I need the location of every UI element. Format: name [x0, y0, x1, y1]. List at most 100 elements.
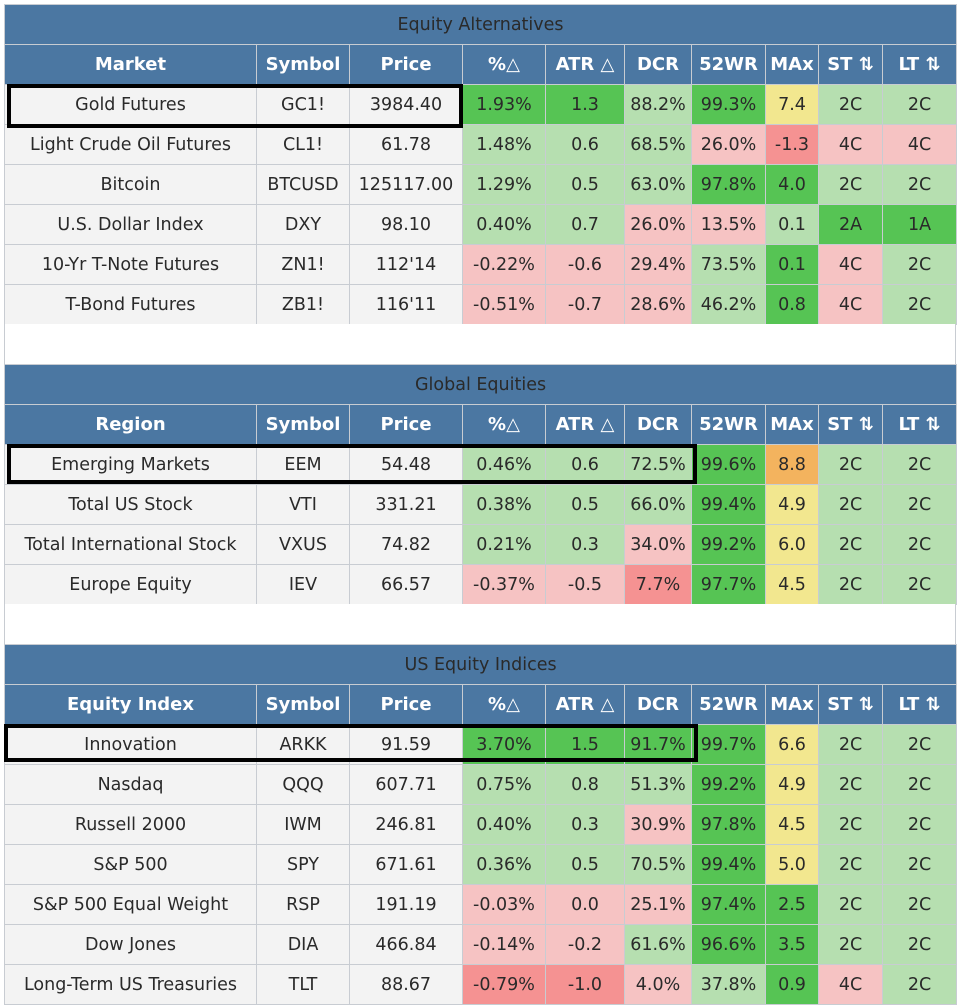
max-cell: 6.0: [765, 524, 819, 565]
table-row[interactable]: Nasdaq QQQ 607.71 0.75% 0.8 51.3% 99.2% 4.9 2C 2C: [4, 764, 957, 805]
column-header-row: Market Symbol Price %△ ATR △ DCR 52WR MA…: [4, 44, 957, 85]
symbol-cell: BTCUSD: [256, 164, 350, 205]
name-cell: Light Crude Oil Futures: [4, 124, 257, 165]
col-52wr[interactable]: 52WR: [691, 684, 766, 725]
col-market[interactable]: Market: [4, 44, 257, 85]
table-row[interactable]: Total US Stock VTI 331.21 0.38% 0.5 66.0% 99.4…: [4, 484, 957, 525]
col-st[interactable]: ST ⇅: [818, 404, 883, 445]
st-cell: 4C: [818, 124, 883, 165]
global-equities-section: Global Equities Region Symbol Price %△ A…: [3, 364, 957, 605]
dcr-cell: 91.7%: [624, 724, 692, 765]
column-header-row: Region Symbol Price %△ ATR △ DCR 52WR MA…: [4, 404, 957, 445]
col-52wr[interactable]: 52WR: [691, 404, 766, 445]
col-dcr[interactable]: DCR: [624, 684, 692, 725]
col-52wr[interactable]: 52WR: [691, 44, 766, 85]
section-title: Equity Alternatives: [4, 4, 957, 45]
col-price[interactable]: Price: [349, 684, 463, 725]
52wr-cell: 37.8%: [691, 964, 766, 1005]
price-cell: 61.78: [349, 124, 463, 165]
col-price[interactable]: Price: [349, 404, 463, 445]
col-region[interactable]: Region: [4, 404, 257, 445]
col-dcr[interactable]: DCR: [624, 44, 692, 85]
col-pct-change[interactable]: %△: [462, 684, 546, 725]
dcr-cell: 88.2%: [624, 84, 692, 125]
max-cell: 4.0: [765, 164, 819, 205]
equity-alternatives-section: Equity Alternatives Market Symbol Price …: [4, 4, 957, 325]
name-cell: Dow Jones: [4, 924, 257, 965]
col-atr-change[interactable]: ATR △: [545, 404, 625, 445]
symbol-cell: IEV: [256, 564, 350, 605]
table-row[interactable]: T-Bond Futures ZB1! 116'11 -0.51% -0.7 28.6% 4…: [4, 284, 957, 325]
atr-change-cell: -1.0: [545, 964, 625, 1005]
pct-change-cell: -0.03%: [462, 884, 546, 925]
52wr-cell: 26.0%: [691, 124, 766, 165]
table-row[interactable]: S&P 500 Equal Weight RSP 191.19 -0.03% 0.0 25…: [4, 884, 957, 925]
table-row[interactable]: Russell 2000 IWM 246.81 0.40% 0.3 30.9% 97.8% 4…: [4, 804, 957, 845]
col-atr-change[interactable]: ATR △: [545, 44, 625, 85]
col-max[interactable]: MAx: [765, 404, 819, 445]
col-equity-index[interactable]: Equity Index: [4, 684, 257, 725]
col-lt[interactable]: LT ⇅: [881, 404, 957, 445]
lt-cell: 2C: [881, 724, 957, 765]
dcr-cell: 4.0%: [624, 964, 692, 1005]
symbol-cell: RSP: [256, 884, 350, 925]
table-row[interactable]: Light Crude Oil Futures CL1! 61.78 1.48% 0.6…: [4, 124, 957, 165]
st-cell: 2C: [818, 84, 883, 125]
table-row[interactable]: Innovation ARKK 91.59 3.70% 1.5 91.7% 99.7% 6.6…: [4, 724, 957, 765]
lt-cell: 4C: [882, 124, 957, 165]
col-pct-change[interactable]: %△: [462, 404, 546, 445]
52wr-cell: 96.6%: [691, 924, 766, 965]
col-atr-change[interactable]: ATR △: [545, 684, 625, 725]
price-cell: 671.61: [349, 844, 463, 885]
symbol-cell: VXUS: [256, 524, 350, 565]
pct-change-cell: 3.70%: [462, 724, 546, 765]
col-st[interactable]: ST ⇅: [818, 684, 883, 725]
table-row[interactable]: S&P 500 SPY 671.61 0.36% 0.5 70.5% 99.4% 5.0 2C 2…: [4, 844, 957, 885]
table-row[interactable]: Long-Term US Treasuries TLT 88.67 -0.79% -1.…: [4, 964, 957, 1005]
table-row[interactable]: Bitcoin BTCUSD 125117.00 1.29% 0.5 63.0% 97.8%…: [4, 164, 957, 205]
col-max[interactable]: MAx: [765, 44, 819, 85]
col-max[interactable]: MAx: [765, 684, 819, 725]
atr-change-cell: 1.5: [545, 724, 625, 765]
pct-change-cell: -0.37%: [462, 564, 546, 605]
st-cell: 2C: [818, 524, 883, 565]
symbol-cell: GC1!: [256, 84, 350, 125]
col-dcr[interactable]: DCR: [624, 404, 692, 445]
atr-change-cell: 0.3: [545, 804, 625, 845]
symbol-cell: ZB1!: [256, 284, 350, 325]
col-symbol[interactable]: Symbol: [256, 404, 350, 445]
st-cell: 4C: [818, 244, 883, 285]
col-symbol[interactable]: Symbol: [256, 684, 350, 725]
col-lt[interactable]: LT ⇅: [881, 684, 957, 725]
table-row[interactable]: Dow Jones DIA 466.84 -0.14% -0.2 61.6% 96.6% 3.…: [4, 924, 957, 965]
st-cell: 2C: [818, 564, 883, 605]
table-row[interactable]: U.S. Dollar Index DXY 98.10 0.40% 0.7 26.0% 13…: [4, 204, 957, 245]
table-row[interactable]: Europe Equity IEV 66.57 -0.37% -0.5 7.7% 97.7%…: [4, 564, 957, 605]
max-cell: 7.4: [765, 84, 819, 125]
col-pct-change[interactable]: %△: [462, 44, 546, 85]
pct-change-cell: 1.29%: [462, 164, 546, 205]
col-lt[interactable]: LT ⇅: [882, 44, 957, 85]
pct-change-cell: -0.14%: [462, 924, 546, 965]
52wr-cell: 13.5%: [691, 204, 766, 245]
table-row[interactable]: Gold Futures GC1! 3984.40 1.93% 1.3 88.2% 99.3…: [4, 84, 957, 125]
symbol-cell: DIA: [256, 924, 350, 965]
col-price[interactable]: Price: [349, 44, 463, 85]
52wr-cell: 97.4%: [691, 884, 766, 925]
col-st[interactable]: ST ⇅: [818, 44, 883, 85]
table-row[interactable]: 10-Yr T-Note Futures ZN1! 112'14 -0.22% -0.6…: [4, 244, 957, 285]
st-cell: 2C: [818, 764, 883, 805]
price-cell: 91.59: [349, 724, 463, 765]
52wr-cell: 97.7%: [691, 564, 766, 605]
st-cell: 2C: [818, 164, 883, 205]
pct-change-cell: 1.48%: [462, 124, 546, 165]
price-cell: 116'11: [349, 284, 463, 325]
lt-cell: 2C: [881, 524, 957, 565]
equity-alternatives-table: Equity Alternatives Market Symbol Price …: [4, 4, 957, 325]
col-symbol[interactable]: Symbol: [256, 44, 350, 85]
table-row[interactable]: Total International Stock VXUS 74.82 0.21% 0…: [4, 524, 957, 565]
name-cell: 10-Yr T-Note Futures: [4, 244, 257, 285]
table-row[interactable]: Emerging Markets EEM 54.48 0.46% 0.6 72.5% 99.…: [4, 444, 957, 485]
dcr-cell: 51.3%: [624, 764, 692, 805]
pct-change-cell: 0.36%: [462, 844, 546, 885]
